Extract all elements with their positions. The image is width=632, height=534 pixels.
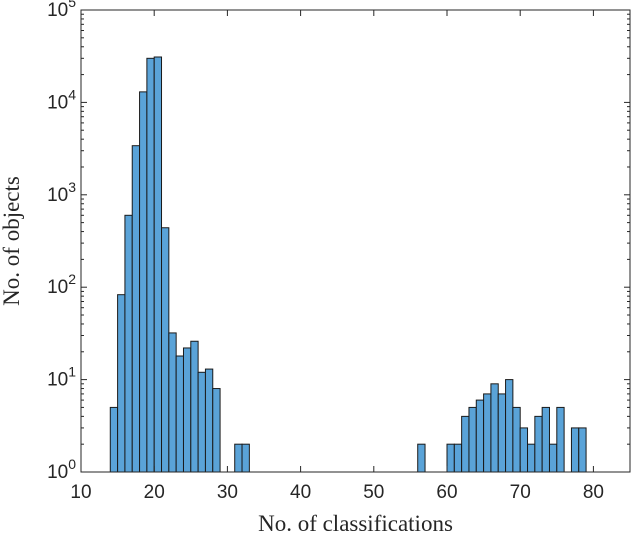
- y-tick-label: 102: [47, 271, 76, 298]
- histogram-bar: [541, 406, 550, 473]
- histogram-bar: [519, 427, 529, 473]
- x-tick-label: 40: [290, 482, 311, 503]
- histogram-bar: [578, 427, 587, 473]
- y-axis-ticks: 100 101 102 103 104 105: [47, 0, 630, 483]
- histogram-bar: [131, 145, 141, 473]
- histogram-bar: [204, 368, 214, 473]
- histogram-bar: [182, 347, 192, 473]
- histogram-bar: [109, 406, 119, 473]
- histogram-bar: [534, 415, 543, 473]
- y-tick-label: 100: [47, 456, 76, 483]
- y-tick-label: 104: [47, 86, 76, 113]
- histogram-bar: [505, 379, 514, 473]
- x-tick-label: 20: [144, 482, 165, 503]
- histogram-bar: [475, 399, 485, 473]
- histogram-bar: [548, 443, 558, 473]
- y-tick-label: 105: [47, 0, 76, 21]
- x-tick-label: 60: [436, 482, 457, 503]
- y-tick-label: 103: [47, 179, 76, 206]
- histogram-bar: [234, 443, 243, 473]
- histogram-bar: [453, 443, 463, 473]
- histogram-bar: [168, 332, 177, 473]
- histogram-bar: [153, 56, 163, 473]
- histogram-bar: [241, 443, 250, 473]
- histogram-bar: [117, 294, 126, 473]
- y-axis-label: No. of objects: [0, 176, 24, 306]
- histogram-bar: [197, 371, 206, 473]
- histogram-bar: [512, 406, 521, 473]
- bars-group: [109, 56, 587, 473]
- histogram-bar: [468, 406, 477, 473]
- x-axis-label: No. of classifications: [258, 511, 453, 534]
- histogram-bar: [527, 443, 536, 473]
- x-axis-ticks: 10 20 30 40 50 60 70 80: [70, 10, 604, 503]
- x-tick-label: 10: [70, 482, 91, 503]
- histogram-bar: [139, 91, 148, 473]
- histogram-bar: [490, 383, 499, 473]
- histogram-bar: [417, 443, 426, 473]
- histogram-bar: [570, 427, 580, 473]
- histogram-bar: [212, 388, 221, 473]
- x-tick-label: 80: [583, 482, 604, 503]
- histogram-bar: [190, 340, 199, 473]
- histogram-bar: [483, 393, 492, 473]
- x-tick-label: 50: [363, 482, 384, 503]
- histogram-bar: [146, 57, 155, 473]
- x-tick-label: 70: [510, 482, 531, 503]
- histogram-bar: [175, 355, 184, 473]
- histogram-bar: [124, 214, 133, 473]
- histogram-bar: [497, 393, 507, 473]
- histogram-bar: [461, 415, 470, 473]
- histogram-bar: [161, 227, 170, 473]
- x-tick-label: 30: [217, 482, 238, 503]
- plot-frame: [80, 9, 631, 473]
- histogram-bar: [556, 406, 565, 473]
- y-tick-label: 101: [47, 364, 76, 391]
- histogram-bar: [446, 443, 455, 473]
